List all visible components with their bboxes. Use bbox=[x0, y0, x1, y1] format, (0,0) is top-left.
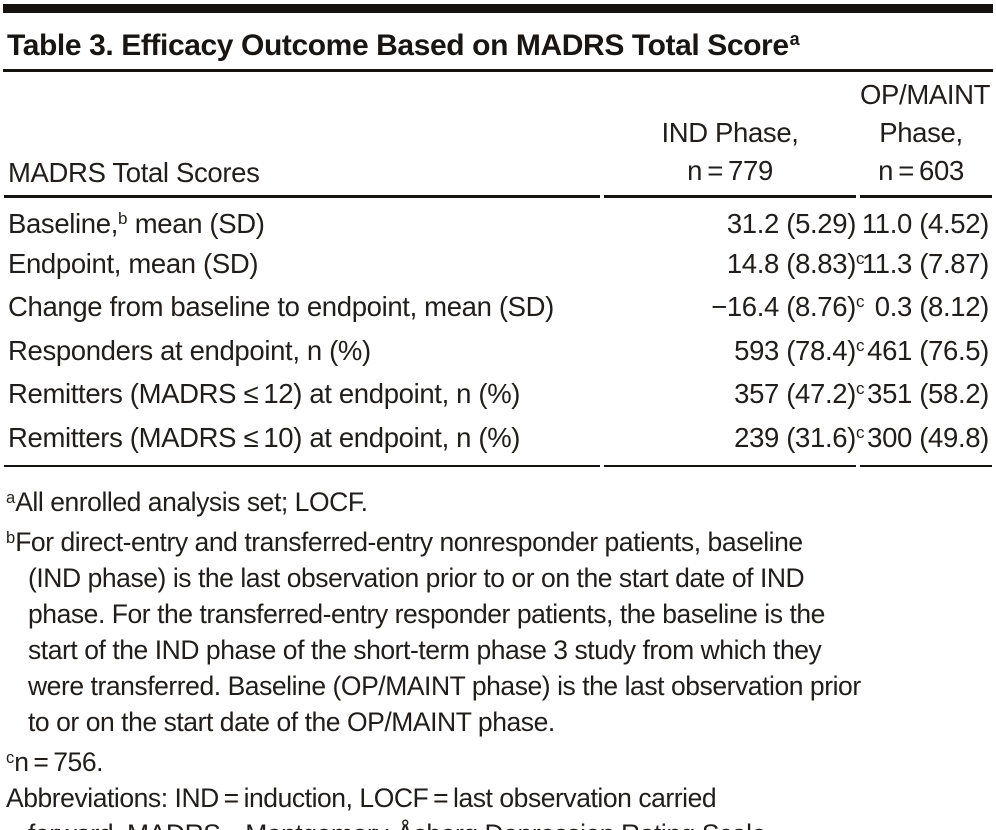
ind-value: 593 (78.4) bbox=[734, 334, 856, 366]
column-header-madrs-total-scores: MADRS Total Scores bbox=[4, 72, 600, 198]
ind-value-cell: 593 (78.4)c bbox=[734, 334, 865, 366]
title-rule bbox=[3, 69, 993, 72]
header-row: MADRS Total Scores IND Phase, n = 779 OP/… bbox=[4, 72, 992, 198]
ind-phase-header-line: IND Phase, bbox=[661, 117, 799, 148]
op-maint-header-line-2: Phase, bbox=[879, 117, 963, 148]
ind-value-cell: 239 (31.6)c bbox=[604, 416, 865, 467]
footnote-a: aAll enrolled analysis set; LOCF. bbox=[6, 480, 992, 520]
row-label: Remitters (MADRS ≤ 12) at endpoint, n (%… bbox=[8, 378, 521, 409]
row-label: Remitters (MADRS ≤ 10) at endpoint, n (%… bbox=[8, 421, 521, 453]
ind-value-cell: 31.2 (5.29) bbox=[604, 198, 857, 242]
row-label-footnote-marker: b bbox=[117, 209, 128, 228]
op-maint-value: 11.0 (4.52) bbox=[861, 208, 989, 239]
op-maint-value-cell: 351 (58.2) bbox=[860, 372, 992, 416]
table-row-remitters-12: Remitters (MADRS ≤ 12) at endpoint, n (%… bbox=[4, 372, 992, 416]
op-maint-header-line-1: OP/MAINT bbox=[860, 79, 991, 110]
table-row-endpoint: Endpoint, mean (SD) 14.8 (8.83)c 11.3 (7… bbox=[4, 242, 992, 286]
row-label-cell: Remitters (MADRS ≤ 12) at endpoint, n (%… bbox=[4, 372, 600, 416]
row-label-cell: Responders at endpoint, n (%) bbox=[4, 329, 600, 373]
column-header-ind-phase: IND Phase, n = 779 bbox=[604, 72, 856, 198]
footnote-b-line-2: (IND phase) is the last observation prio… bbox=[28, 563, 805, 593]
ind-phase-n-line: n = 779 bbox=[687, 155, 773, 186]
table-row-responders: Responders at endpoint, n (%) 593 (78.4)… bbox=[4, 329, 992, 373]
footnote-b-line-1: For direct-entry and transferred-entry n… bbox=[15, 527, 803, 557]
footnote-b-line-5: were transferred. Baseline (OP/MAINT pha… bbox=[28, 671, 861, 701]
row-label-cell: Change from baseline to endpoint, mean (… bbox=[4, 285, 600, 329]
table-footnotes: aAll enrolled analysis set; LOCF. bFor d… bbox=[0, 467, 996, 830]
row-label: Change from baseline to endpoint, mean (… bbox=[8, 291, 554, 322]
row-label-cell: Endpoint, mean (SD) bbox=[4, 242, 600, 286]
op-maint-value: 11.3 (7.87) bbox=[861, 247, 989, 279]
footnote-b-line-4: start of the IND phase of the short-term… bbox=[28, 635, 822, 665]
ind-value: 31.2 (5.29) bbox=[726, 208, 857, 239]
footnote-c-marker: c bbox=[6, 749, 15, 767]
abbreviations-line-2: forward, MADRS = Montgomery-Åsberg Depre… bbox=[6, 816, 992, 830]
ind-value-cell: 357 (47.2)c bbox=[734, 378, 865, 409]
efficacy-outcome-table: MADRS Total Scores IND Phase, n = 779 OP/… bbox=[0, 72, 996, 467]
ind-value: 357 (47.2) bbox=[734, 378, 856, 409]
ind-value: −16.4 (8.76) bbox=[711, 291, 856, 322]
row-label-cell: Remitters (MADRS ≤ 10) at endpoint, n (%… bbox=[4, 416, 600, 467]
op-maint-value-cell: 0.3 (8.12) bbox=[860, 285, 992, 329]
op-maint-value-cell: 461 (76.5) bbox=[860, 329, 992, 373]
op-maint-value: 300 (49.8) bbox=[867, 421, 989, 453]
row-label-cell: Baseline,b mean (SD) bbox=[4, 198, 600, 242]
op-maint-value-cell: 11.0 (4.52) bbox=[860, 198, 992, 242]
row-label: Responders at endpoint, n (%) bbox=[8, 334, 371, 366]
table-title: Table 3. Efficacy Outcome Based on MADRS… bbox=[0, 13, 996, 69]
top-thick-rule bbox=[3, 4, 993, 13]
footnote-b-marker: b bbox=[6, 529, 16, 547]
footnote-a-text: All enrolled analysis set; LOCF. bbox=[15, 487, 368, 517]
op-maint-value-cell: 300 (49.8) bbox=[860, 416, 992, 467]
row-label: Endpoint, mean (SD) bbox=[8, 247, 259, 279]
footnote-c: cn = 756. bbox=[6, 740, 992, 780]
footnote-a-marker: a bbox=[6, 489, 16, 507]
ind-value: 14.8 (8.83) bbox=[726, 247, 857, 279]
footnote-b: bFor direct-entry and transferred-entry … bbox=[6, 520, 992, 560]
abbreviations-line-1: Abbreviations: IND = induction, LOCF = l… bbox=[6, 783, 717, 813]
ind-value: 239 (31.6) bbox=[734, 421, 856, 453]
table-row-remitters-10: Remitters (MADRS ≤ 10) at endpoint, n (%… bbox=[4, 416, 992, 467]
op-maint-value: 0.3 (8.12) bbox=[874, 291, 990, 322]
footnote-b-line-6: to or on the start date of the OP/MAINT … bbox=[28, 707, 555, 737]
op-maint-value: 461 (76.5) bbox=[867, 334, 989, 366]
table-row-baseline: Baseline,b mean (SD) 31.2 (5.29) 11.0 (4… bbox=[4, 198, 992, 242]
row-label-rest: mean (SD) bbox=[127, 208, 265, 239]
table-title-text: Table 3. Efficacy Outcome Based on MADRS… bbox=[7, 29, 789, 62]
ind-value-cell: 14.8 (8.83)c bbox=[726, 247, 865, 279]
op-maint-n-line: n = 603 bbox=[878, 155, 964, 186]
row-label: Baseline, bbox=[8, 208, 118, 239]
footnote-b-line-3: phase. For the transferred-entry respond… bbox=[28, 599, 825, 629]
op-maint-value: 351 (58.2) bbox=[867, 378, 989, 409]
footnote-c-text: n = 756. bbox=[14, 747, 104, 777]
table-row-change: Change from baseline to endpoint, mean (… bbox=[4, 285, 992, 329]
ind-value-cell: −16.4 (8.76)c bbox=[711, 291, 865, 322]
op-maint-value-cell: 11.3 (7.87) bbox=[860, 242, 992, 286]
column-header-op-maint-phase: OP/MAINT Phase, n = 603 bbox=[860, 72, 992, 198]
table-title-footnote-marker: a bbox=[789, 29, 800, 49]
